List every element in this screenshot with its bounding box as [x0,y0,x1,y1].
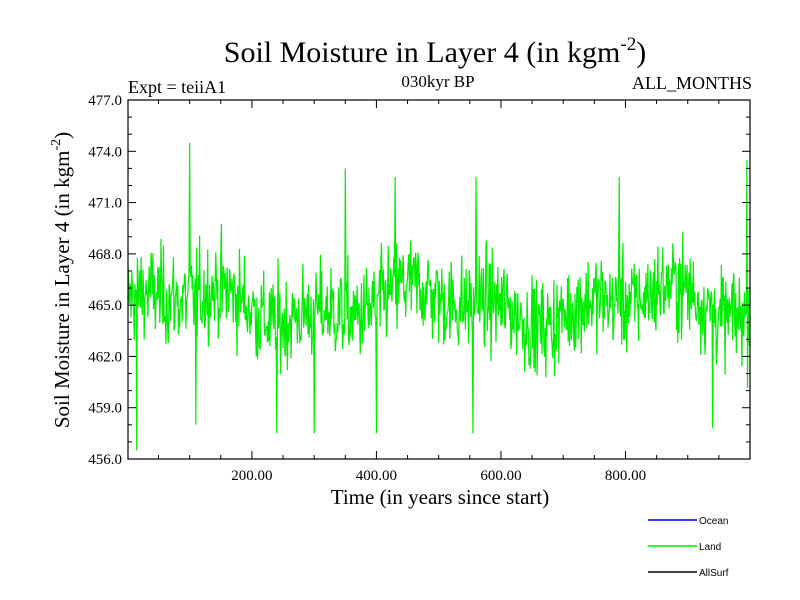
legend-label-land: Land [699,542,721,553]
x-tick-label: 400.00 [356,468,397,484]
y-axis-label: Soil Moisture in Layer 4 (in kgm-2) [49,132,74,428]
y-tick-label: 471.0 [88,196,122,212]
x-axis-label: Time (in years since start) [331,485,550,509]
series-line-land [128,142,750,451]
y-tick-label: 459.0 [88,401,122,417]
y-tick-label: 477.0 [88,93,122,109]
period-label: 030kyr BP [401,72,474,91]
experiment-label: Expt = teiiA1 [128,77,226,97]
y-tick-label: 465.0 [88,298,122,314]
plot-area: 456.0 459.0 462.0 465.0 468.0 471.0 474.0 477.0… [88,93,751,484]
x-tick-label: 800.00 [605,468,646,484]
x-tick-label: 200.00 [231,468,272,484]
legend-label-ocean: Ocean [699,516,728,527]
x-axis-ticks: 200.00 400.00 600.00 800.00 [158,100,720,484]
legend: Ocean Land AllSurf [648,516,729,579]
legend-label-allsurf: AllSurf [699,568,729,579]
y-axis-ticks: 456.0 459.0 462.0 465.0 468.0 471.0 474.0 477.0 [88,93,750,468]
y-tick-label: 456.0 [88,452,122,468]
y-tick-label: 462.0 [88,349,122,365]
months-label: ALL_MONTHS [632,73,752,93]
x-tick-label: 600.00 [480,468,521,484]
chart-title: Soil Moisture in Layer 4 (in kgm-2) [224,34,646,69]
y-tick-label: 474.0 [88,144,122,160]
y-tick-label: 468.0 [88,247,122,263]
